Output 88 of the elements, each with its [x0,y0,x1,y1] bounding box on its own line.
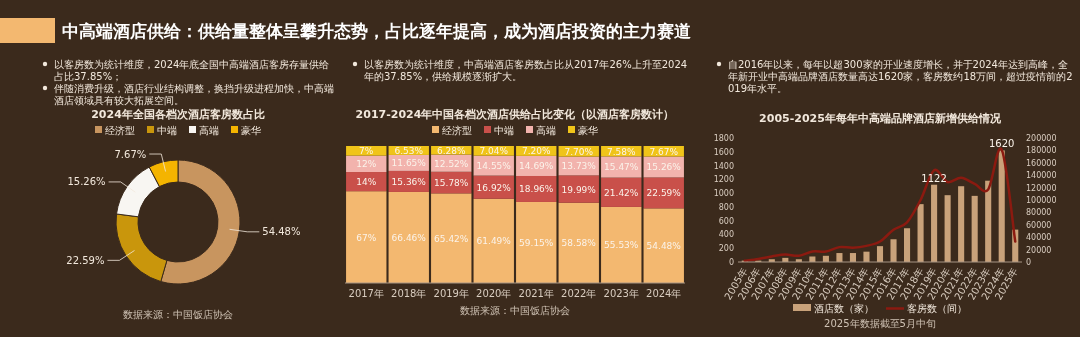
data-label: 14.55% [476,161,512,172]
x-tick-label: 2018年 [391,288,427,299]
data-label: 7.20% [521,146,551,157]
legend-label: 高端 [199,125,219,136]
text: 以客房数为统计维度，2024年底全国中高端酒店客房存量供给占比37.85%； [54,59,330,82]
x-tick-label: 2019年 [433,288,469,299]
y-tick-label: 600 [718,216,734,226]
y-tick-label: 1600 [713,147,734,157]
y2-tick-label: 160000 [1026,158,1057,168]
legend-label: 中端 [494,125,514,136]
x-tick-label: 2020年 [476,288,512,299]
x-tick-label: 2023年 [603,288,639,299]
data-label: 6.53% [394,145,424,156]
data-label: 61.49% [476,236,512,247]
legend-label: 经济型 [442,125,472,136]
data-label: 66.46% [391,232,427,243]
y-tick-label: 1000 [713,189,734,199]
data-label: 54.48% [262,226,301,238]
data-label: 7% [359,146,374,157]
y2-tick-label: 40000 [1026,233,1052,243]
legend-label: 客房数（间） [907,303,967,314]
text: 2025年数据截至5月中旬 [824,318,936,329]
data-label: 55.53% [604,240,639,251]
x-tick-label: 2021年 [518,288,554,299]
data-label: 1620 [988,138,1015,150]
x-tick-label: 2024年 [646,288,682,299]
y-tick-label: 0 [728,258,734,267]
data-label: 58.58% [561,238,597,249]
y2-tick-label: 0 [1026,258,1032,267]
data-label: 67% [356,232,377,243]
y2-tick-label: 120000 [1026,183,1057,193]
chart-title: 2017-2024年中国各档次酒店供给占比变化（以酒店客房数计） [355,108,675,121]
legend-label: 中端 [157,125,177,136]
data-label: 14.69% [519,161,554,172]
data-label: 12.52% [434,158,469,169]
y2-tick-label: 200000 [1026,134,1057,143]
text: 伴随消费升级，酒店行业结构调整，换挡升级进程加快，中高端酒店领域具有较大拓展空间。 [54,83,334,106]
data-label: 7.70% [564,146,594,157]
y2-tick-label: 20000 [1026,245,1052,255]
data-label: 6.28% [436,145,466,156]
text: 中高端酒店供给：供给量整体呈攀升态势，占比逐年提高，成为酒店投资的主力赛道 [62,21,691,41]
x-tick-label: 2022年 [561,288,597,299]
y2-tick-label: 140000 [1026,171,1057,181]
legend-label: 豪华 [578,125,598,136]
y2-tick-label: 60000 [1026,220,1052,230]
data-label: 21.42% [604,187,639,198]
data-label: 1122 [921,172,947,184]
chart-title: 2005-2025年每年中高端品牌酒店新增供给情况 [759,112,1002,125]
x-tick-label: 2017年 [348,288,384,299]
data-label: 65.42% [434,233,469,244]
y-tick-label: 200 [718,244,734,254]
text: 以客房数为统计维度，中高端酒店客房数占比从2017年26%上升至2024年的37.85%，供给规模逐渐扩大。 [364,59,688,82]
source-note: 数据来源：中国饭店协会 [460,305,570,316]
legend-label: 高端 [536,125,556,136]
data-label: 7.67% [114,148,147,160]
chart-title: 2024年全国各档次酒店客房数占比 [91,108,265,121]
y-tick-label: 1400 [713,161,734,171]
data-label: 59.15% [519,237,554,248]
data-label: 14% [356,177,377,188]
data-label: 54.48% [646,241,682,252]
data-label: 19.99% [561,184,597,195]
y-tick-label: 800 [718,202,734,212]
text: 自2016年以来，每年以超300家的开业速度增长，并于2024年达到高峰，全年新开业中高端品牌酒店数量高达1620家，客房数约18万间，超过疫情前的2019年水平。 [728,59,1073,94]
data-label: 22.59% [66,254,105,266]
y-tick-label: 1200 [713,175,734,185]
legend-label: 经济型 [105,125,135,136]
y-tick-label: 1800 [713,134,734,143]
y2-tick-label: 80000 [1026,208,1052,218]
data-label: 11.65% [391,158,427,169]
y2-tick-label: 180000 [1026,146,1057,156]
data-label: 13.73% [561,161,597,172]
data-label: 18.96% [519,184,554,195]
data-label: 7.67% [649,146,679,157]
legend-label: 豪华 [241,125,261,136]
data-label: 12% [356,159,377,170]
source-note: 数据来源：中国饭店协会 [123,309,233,320]
data-label: 15.47% [604,162,639,173]
data-label: 22.59% [646,188,682,199]
y-tick-label: 400 [718,230,734,240]
data-label: 15.78% [434,178,469,189]
data-label: 7.04% [479,146,509,157]
data-label: 16.92% [476,182,512,193]
data-label: 7.58% [606,146,636,157]
data-label: 15.26% [646,162,682,173]
y2-tick-label: 100000 [1026,196,1057,205]
data-label: 15.36% [391,176,427,187]
data-label: 15.26% [67,176,106,188]
legend-label: 酒店数（家） [814,303,874,314]
